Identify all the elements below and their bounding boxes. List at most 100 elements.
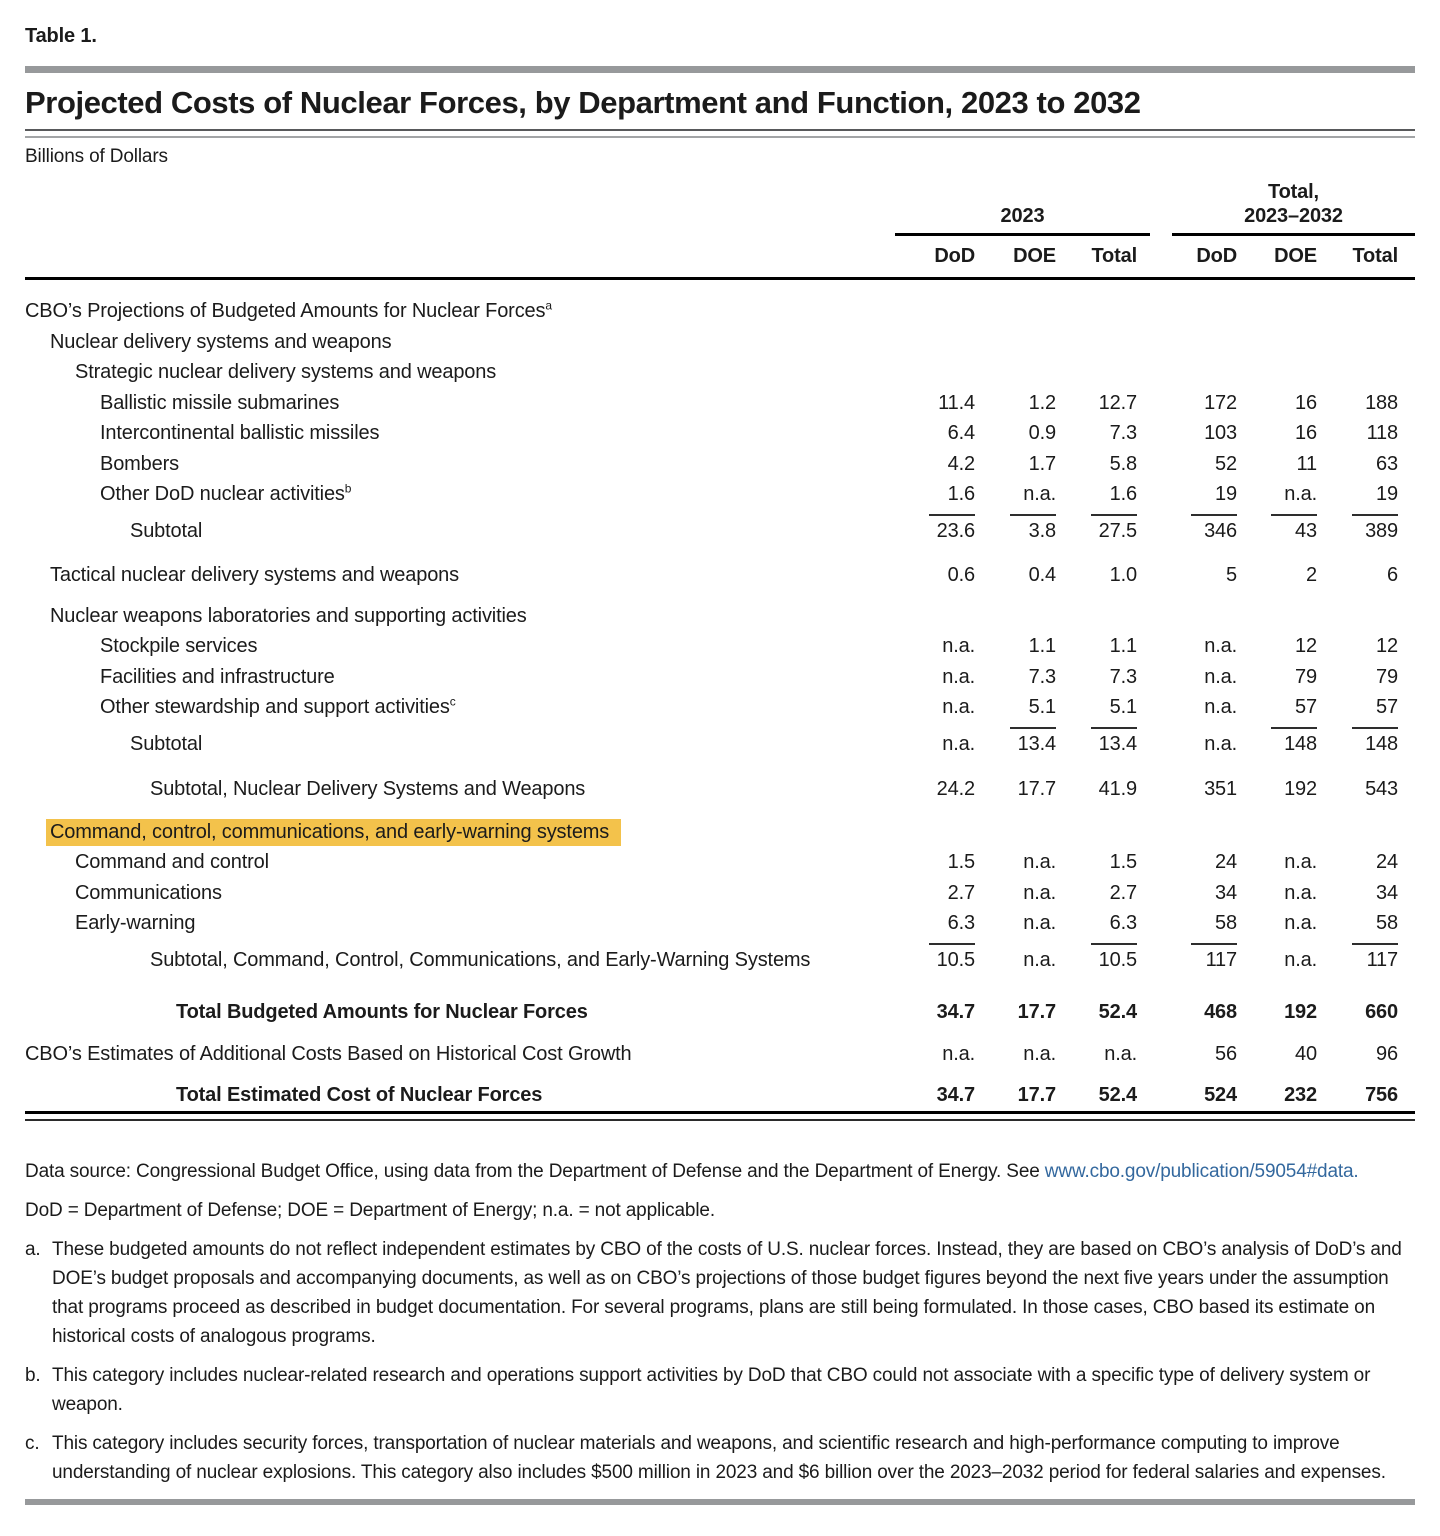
table-row: Subtotal n.a. 13.4 13.4 n.a. 148 148: [25, 729, 1415, 760]
table-cell: n.a.: [1284, 851, 1317, 873]
table-row: Intercontinental ballistic missiles 6.4 0.…: [25, 418, 1415, 449]
table-cell: 63: [1376, 452, 1398, 475]
table-cell: n.a.: [1023, 1042, 1056, 1065]
table-cell: 58: [1157, 908, 1237, 945]
table-row: Command and control 1.5 n.a. 1.5 24 n.a. 24: [25, 847, 1415, 878]
table-cell: 1.7: [1028, 452, 1057, 475]
table-cell: n.a.: [1023, 912, 1056, 934]
table-cell: n.a.: [1204, 635, 1237, 657]
table-number-label: Table 1.: [25, 25, 97, 47]
table-cell: 148: [1365, 732, 1398, 755]
table-cell: 192: [1284, 778, 1317, 800]
row-label: Total Estimated Cost of Nuclear Forces: [176, 1084, 543, 1106]
row-label: Bombers: [100, 452, 179, 475]
data-source-text: Data source: Congressional Budget Office…: [25, 1160, 1045, 1182]
footnote-b-text: This category includes nuclear-related r…: [52, 1364, 1371, 1415]
table-cell: 346: [1204, 519, 1237, 542]
footnote-c: c. This category includes security force…: [25, 1429, 1415, 1487]
row-label: Nuclear delivery systems and weapons: [50, 330, 392, 353]
row-label: CBO’s Estimates of Additional Costs Base…: [25, 1042, 632, 1065]
col-header-doe-total: DOE: [1274, 245, 1317, 267]
table-cell: 34.7: [936, 1084, 975, 1106]
table-header: 2023 Total, 2023–2032 DoD DOE Total DoD …: [25, 180, 1415, 280]
row-label: Subtotal: [130, 732, 203, 755]
col-header-doe-2023: DOE: [1013, 245, 1056, 267]
table-cell: 10.5: [936, 948, 975, 971]
table-cell: n.a.: [942, 665, 975, 688]
table-cell: n.a.: [1023, 881, 1056, 904]
table-row: Early-warning 6.3 n.a. 6.3 58 n.a. 58: [25, 908, 1415, 945]
table-cell: n.a.: [1023, 948, 1056, 971]
column-header-row: DoD DOE Total DoD DOE Total: [25, 244, 1415, 268]
table-body: CBO’s Projections of Budgeted Amounts fo…: [25, 280, 1415, 1111]
table-cell: 11.4: [938, 391, 975, 414]
table-cell: 232: [1284, 1084, 1317, 1106]
table-cell: 24: [1215, 851, 1237, 873]
table-cell: 57: [1237, 692, 1317, 729]
table-cell: 17.7: [1017, 778, 1056, 800]
row-label: Strategic nuclear delivery systems and w…: [75, 361, 497, 383]
footnote-a-marker: a.: [25, 1238, 41, 1260]
table-cell: 6: [1387, 564, 1398, 586]
table-row: Facilities and infrastructure n.a. 7.3 7.3 n…: [25, 662, 1415, 693]
footnote-b-marker: b.: [25, 1364, 41, 1386]
table-cell: 1.2: [1028, 391, 1057, 414]
footnote-reference: b: [344, 481, 352, 496]
table-cell: n.a.: [1104, 1042, 1137, 1065]
table-cell: 11: [1296, 452, 1318, 475]
table-cell: 52: [1215, 452, 1237, 475]
notes-section: Data source: Congressional Budget Office…: [25, 1157, 1415, 1487]
table-cell: 172: [1204, 391, 1237, 414]
row-label: Communications: [75, 881, 222, 904]
table-cell: 6.4: [947, 422, 976, 444]
table-cell: 5.8: [1109, 452, 1138, 475]
table-cell: 6.3: [895, 908, 975, 945]
col-group-total-line2: 2023–2032: [1244, 205, 1343, 227]
table-cell: 58: [1317, 908, 1398, 945]
table-cell: 0.6: [947, 564, 976, 586]
units-label: Billions of Dollars: [25, 146, 168, 167]
table-cell: 0.4: [1028, 564, 1057, 586]
bottom-gray-rule: [25, 1498, 1415, 1505]
table-row: Total Estimated Cost of Nuclear Forces 34…: [25, 1080, 1415, 1111]
footnote-a: a. These budgeted amounts do not reflect…: [25, 1235, 1415, 1351]
row-label: Command, control, communications, and ea…: [25, 817, 895, 848]
table-row: Total Budgeted Amounts for Nuclear Force…: [25, 997, 1415, 1028]
col-header-total-2023: Total: [1091, 245, 1137, 267]
footnote-c-text: This category includes security forces, …: [52, 1432, 1386, 1483]
table-cell: 34: [1215, 881, 1237, 904]
col-group-total-line1: Total,: [1268, 181, 1319, 203]
table-cell: 40: [1295, 1042, 1317, 1065]
row-label: Intercontinental ballistic missiles: [100, 422, 380, 444]
table-cell: 12.7: [1098, 391, 1137, 414]
col-group-2023-label: 2023: [1000, 205, 1045, 227]
row-label: Other DoD nuclear activitiesb: [100, 481, 352, 505]
row-label: Subtotal, Command, Control, Communicatio…: [150, 948, 811, 971]
table-cell: 19: [1157, 479, 1237, 516]
row-label: Facilities and infrastructure: [100, 665, 335, 688]
table-cell: 52.4: [1098, 1001, 1137, 1023]
table-row: Nuclear weapons laboratories and support…: [25, 601, 1415, 632]
footnote-c-marker: c.: [25, 1432, 40, 1454]
table-cell: 12: [1295, 635, 1317, 657]
source-link[interactable]: www.cbo.gov/publication/59054#data.: [1044, 1160, 1359, 1182]
table-row: Other DoD nuclear activitiesb 1.6 n.a. 1.6 1…: [25, 479, 1415, 516]
title-double-rule: [25, 129, 1415, 138]
table-cell: 13.4: [1098, 732, 1137, 755]
table-cell: 188: [1365, 391, 1398, 414]
table-cell: 2.7: [947, 881, 976, 904]
table-cell: 3.8: [1028, 519, 1057, 542]
table-cell: 468: [1204, 1001, 1237, 1023]
table-cell: 27.5: [1098, 519, 1137, 542]
abbreviation-note: DoD = Department of Defense; DOE = Depar…: [25, 1199, 715, 1221]
document-page: Table 1. Projected Costs of Nuclear Forc…: [25, 25, 1415, 1505]
table-cell: 2.7: [1109, 881, 1138, 904]
table-cell: 1.6: [1056, 479, 1137, 516]
row-label: Subtotal: [130, 519, 203, 542]
table-row: CBO’s Estimates of Additional Costs Base…: [25, 1039, 1415, 1070]
table-row: Bombers 4.2 1.7 5.8 52 11 63: [25, 449, 1415, 480]
table-cell: 1.6: [895, 479, 975, 516]
table-cell: 43: [1295, 519, 1317, 542]
table-row: Tactical nuclear delivery systems and we…: [25, 560, 1415, 591]
table-cell: 79: [1376, 665, 1398, 688]
